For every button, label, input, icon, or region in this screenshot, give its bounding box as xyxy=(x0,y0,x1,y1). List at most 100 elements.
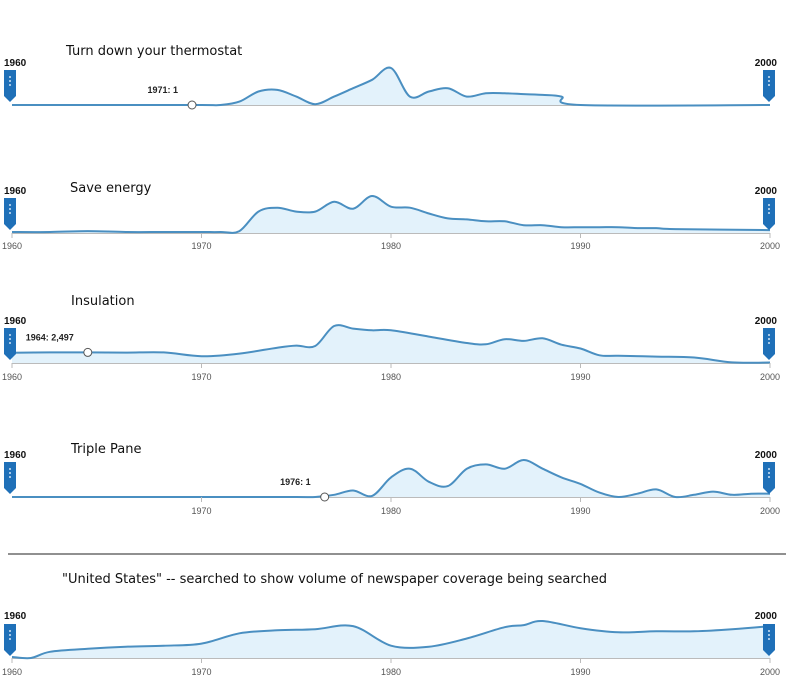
data-point-1976 xyxy=(313,102,317,106)
data-point-1982 xyxy=(427,480,431,484)
handle-grip-dot xyxy=(768,76,770,78)
x-tick-label-1990: 1990 xyxy=(570,241,590,251)
data-point-1970 xyxy=(200,354,204,358)
data-point-1968 xyxy=(162,644,166,648)
data-point-1984 xyxy=(465,95,469,99)
data-point-1974 xyxy=(275,88,279,92)
data-point-1985 xyxy=(484,219,488,223)
data-point-1968 xyxy=(162,350,166,354)
data-point-1983 xyxy=(446,86,450,90)
x-tick-label-1980: 1980 xyxy=(381,372,401,382)
series-area xyxy=(12,195,770,233)
data-point-1994 xyxy=(654,355,658,359)
data-point-1985 xyxy=(484,91,488,95)
data-point-1978 xyxy=(351,327,355,331)
handle-grip-dot xyxy=(768,334,770,336)
data-point-1964 xyxy=(86,229,90,233)
data-point-1991 xyxy=(598,491,602,495)
x-tick-label-1970: 1970 xyxy=(191,667,211,677)
series-line xyxy=(11,66,771,107)
range-handle-label-start: 1960 xyxy=(4,316,27,327)
data-point-1998 xyxy=(730,360,734,364)
hover-marker[interactable] xyxy=(83,347,93,357)
x-tick-label-1970: 1970 xyxy=(191,372,211,382)
data-point-1974 xyxy=(275,628,279,632)
handle-grip-dot xyxy=(9,334,11,336)
handle-grip-dot xyxy=(9,630,11,632)
data-point-1974 xyxy=(275,206,279,210)
data-point-1962 xyxy=(48,650,52,654)
data-point-1989 xyxy=(560,95,564,99)
data-point-1982 xyxy=(427,335,431,339)
range-handle-label-start: 1960 xyxy=(4,611,27,622)
data-point-1990 xyxy=(579,482,583,486)
data-point-1977 xyxy=(332,493,336,497)
data-point-1986 xyxy=(503,467,507,471)
handle-grip-dot xyxy=(768,338,770,340)
data-point-1991 xyxy=(598,225,602,229)
data-point-1975 xyxy=(294,495,298,499)
handle-grip-dot xyxy=(9,476,11,478)
x-tick-label-1960: 1960 xyxy=(2,667,22,677)
data-point-1978 xyxy=(351,489,355,493)
data-point-1982 xyxy=(427,645,431,649)
data-point-1994 xyxy=(654,226,658,230)
data-point-1966 xyxy=(124,351,128,355)
data-point-1982 xyxy=(427,212,431,216)
handle-grip-dot xyxy=(9,212,11,214)
data-point-1990 xyxy=(579,225,583,229)
data-point-1986 xyxy=(503,91,507,95)
data-point-1972 xyxy=(237,229,241,233)
data-point-1989 xyxy=(560,225,564,229)
handle-grip-dot xyxy=(9,638,11,640)
data-point-1987 xyxy=(522,458,526,462)
chart-title: Save energy xyxy=(70,181,152,196)
hover-marker[interactable] xyxy=(320,492,330,502)
handle-grip-dot xyxy=(768,476,770,478)
x-tick-label-1960: 1960 xyxy=(2,241,22,251)
data-point-1977 xyxy=(332,324,336,328)
chart-title: Turn down your thermostat xyxy=(65,44,242,59)
handle-grip-dot xyxy=(9,208,11,210)
x-tick-label-1970: 1970 xyxy=(191,241,211,251)
data-point-1994 xyxy=(654,487,658,491)
handle-grip-dot xyxy=(768,634,770,636)
chart-insulation: Insulation 1960 1970 1980 1990 2000 1964: 2,49… xyxy=(2,294,780,382)
x-tick-label-1980: 1980 xyxy=(381,241,401,251)
x-tick-label-2000: 2000 xyxy=(760,506,780,516)
data-point-1988 xyxy=(541,336,545,340)
data-point-1960 xyxy=(10,495,14,499)
hover-tooltip: 1964: 2,497 xyxy=(26,332,74,342)
handle-grip-dot xyxy=(9,80,11,82)
range-handle-label-end: 2000 xyxy=(755,316,778,327)
data-point-1986 xyxy=(503,219,507,223)
data-point-1990 xyxy=(579,626,583,630)
data-point-1972 xyxy=(237,352,241,356)
chart-title: "United States" -- searched to show volu… xyxy=(62,572,607,587)
data-point-1979 xyxy=(370,328,374,332)
x-tick-label-1980: 1980 xyxy=(381,506,401,516)
data-point-1996 xyxy=(692,493,696,497)
data-point-1984 xyxy=(465,637,469,641)
handle-grip-dot xyxy=(768,468,770,470)
data-point-1993 xyxy=(635,226,639,230)
range-handle-label-end: 2000 xyxy=(755,450,778,461)
data-point-1988 xyxy=(541,619,545,623)
x-tick-label-1960: 1960 xyxy=(2,372,22,382)
data-point-1989 xyxy=(560,475,564,479)
hover-tooltip: 1971: 1 xyxy=(147,85,178,95)
handle-grip-dot xyxy=(9,472,11,474)
series-area xyxy=(12,620,770,659)
handle-grip-dot xyxy=(768,80,770,82)
chart-title: Insulation xyxy=(71,294,135,309)
chart-save-energy: Save energy 1960 1970 1980 1990 2000 1960 2000 xyxy=(2,181,780,251)
series-line xyxy=(12,458,771,499)
chart-united-states: "United States" -- searched to show volu… xyxy=(2,572,780,677)
data-point-1995 xyxy=(673,227,677,231)
handle-grip-dot xyxy=(9,468,11,470)
data-point-1980 xyxy=(389,66,393,70)
hover-marker[interactable] xyxy=(187,100,197,110)
data-point-1980 xyxy=(389,644,393,648)
data-point-1972 xyxy=(237,631,241,635)
range-handle-label-start: 1960 xyxy=(4,58,27,69)
